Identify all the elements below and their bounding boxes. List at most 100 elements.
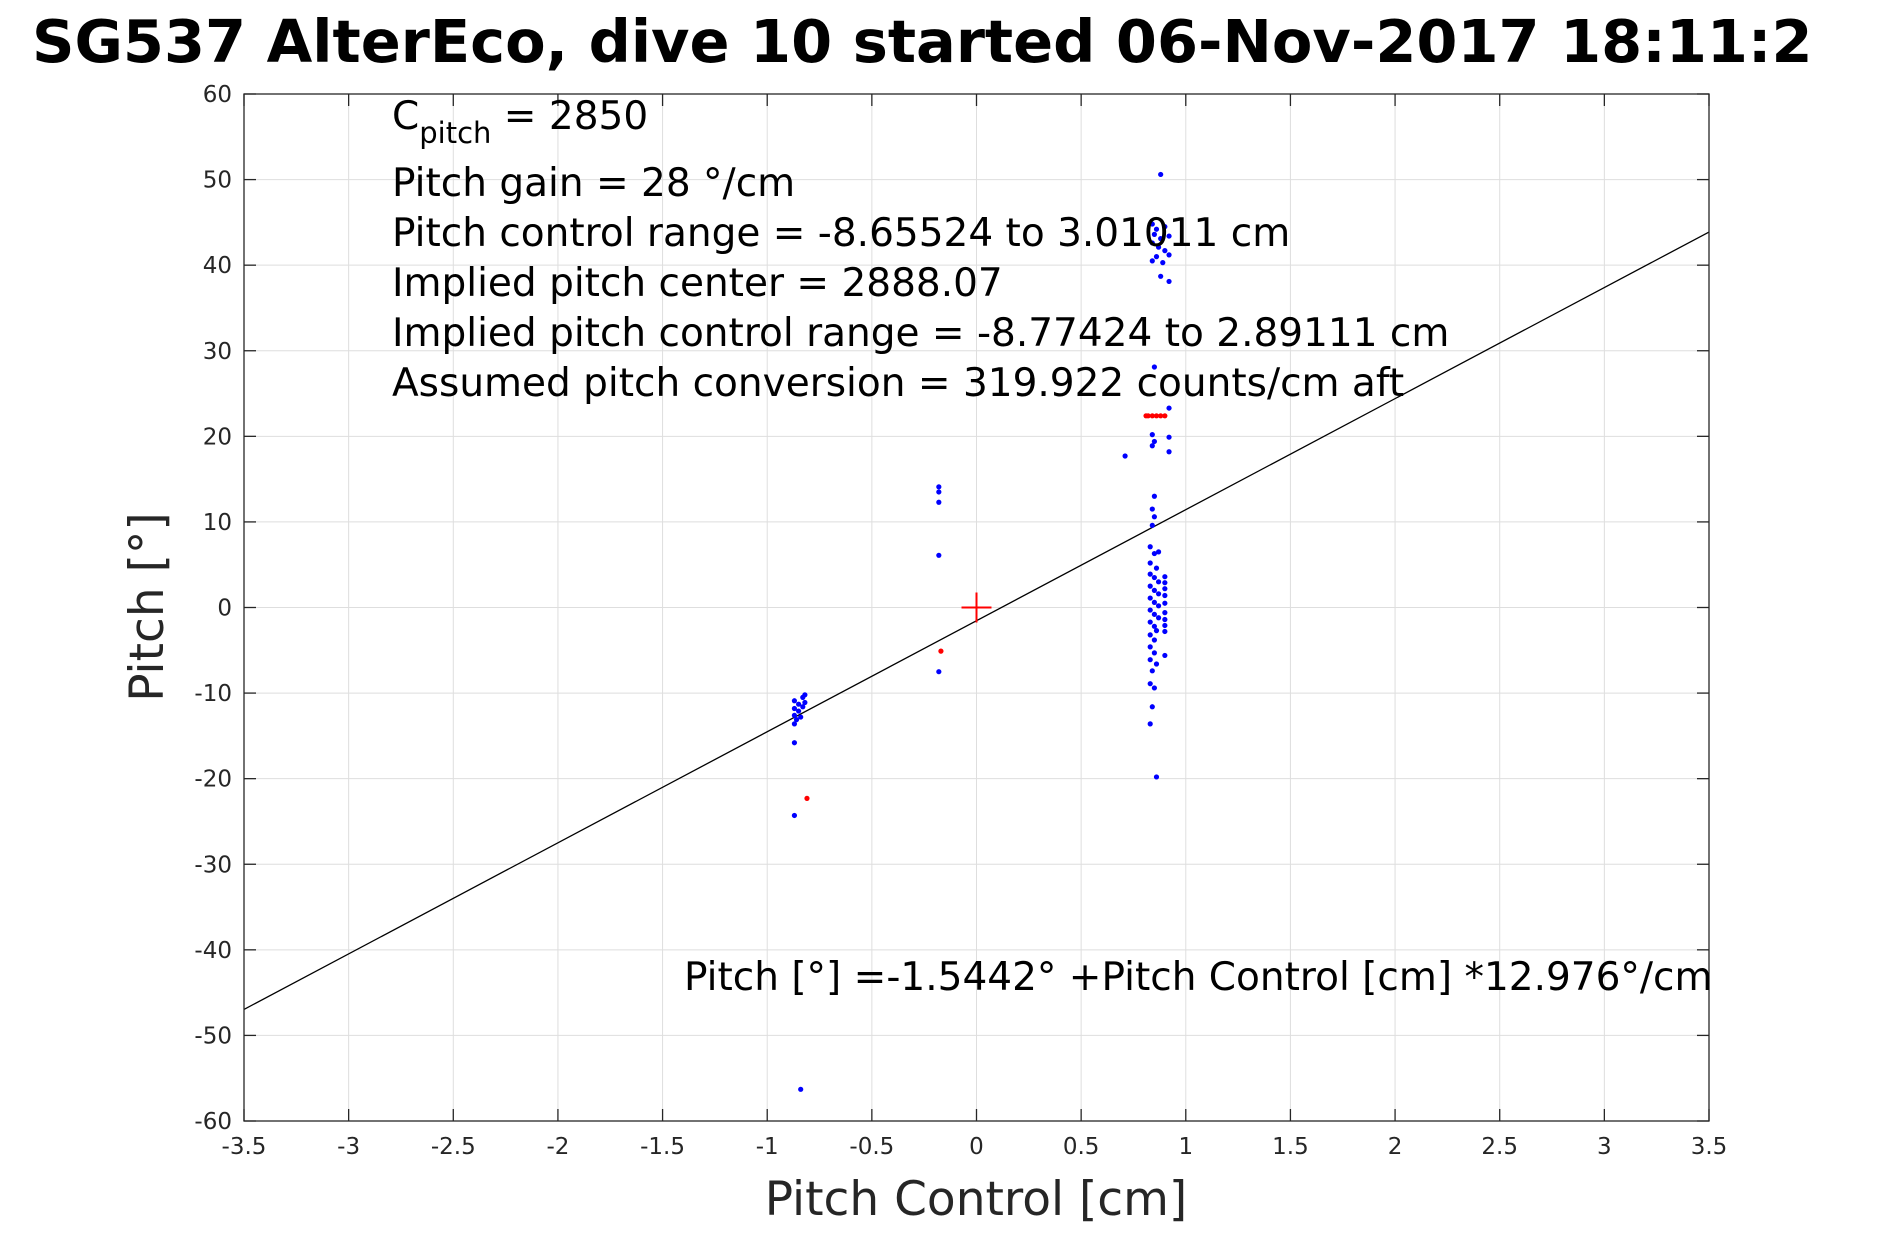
y-tick-label: -40 <box>194 938 232 964</box>
data-point-blue <box>1162 592 1168 599</box>
data-point-red <box>1158 413 1164 419</box>
data-point-blue <box>793 717 800 723</box>
y-tick-label: 10 <box>203 510 232 536</box>
data-point-blue <box>1151 550 1157 557</box>
data-point-blue <box>1147 619 1153 625</box>
data-point-blue <box>1151 493 1157 499</box>
y-tick-label: 40 <box>203 253 232 279</box>
data-point-blue <box>1147 544 1153 550</box>
data-point-blue <box>1151 637 1157 643</box>
data-point-blue <box>1153 628 1160 634</box>
data-point-red <box>1149 413 1155 419</box>
axis-ticks <box>243 93 1710 1122</box>
data-point-blue <box>1162 600 1168 606</box>
data-point-blue <box>1162 574 1168 580</box>
data-point-red <box>1143 413 1149 419</box>
data-point-blue <box>791 698 798 704</box>
data-point-blue <box>1162 586 1168 592</box>
data-point-blue <box>936 489 942 495</box>
data-point-blue <box>802 692 808 698</box>
data-point-blue <box>1162 622 1168 629</box>
data-point-blue <box>1166 233 1172 239</box>
y-tick-label: -60 <box>194 1109 232 1135</box>
data-point-blue <box>1147 657 1153 663</box>
x-tick-labels: -3.5 -3 -2.5 -2 -1.5 -1 -0.5 0 0.5 1 1.5 2 2.5 3 3.5 <box>222 1134 1728 1160</box>
data-point-blue <box>1166 434 1172 440</box>
center-marker-group <box>961 592 992 623</box>
data-point-blue <box>1151 611 1157 617</box>
chart-title: SG537 AlterEco, dive 10 started 06-Nov-2… <box>32 7 1813 76</box>
y-tick-label: -20 <box>194 767 232 793</box>
data-point-blue <box>1149 432 1155 438</box>
data-point-blue <box>1155 244 1162 250</box>
data-point-blue <box>1162 610 1168 616</box>
data-point-blue <box>796 701 802 707</box>
data-point-blue <box>1122 453 1128 459</box>
data-point-blue <box>1151 364 1157 370</box>
data-point-blue <box>936 484 942 490</box>
data-point-blue <box>802 699 808 706</box>
data-point-blue <box>1155 603 1162 609</box>
data-point-blue <box>1149 258 1155 264</box>
c-pitch-subscript: pitch <box>419 116 491 150</box>
pitch-gain-annotation: Pitch gain = 28 °/cm <box>392 161 795 206</box>
data-point-blue <box>1162 224 1168 230</box>
data-point-blue <box>1166 278 1172 285</box>
data-point-blue <box>1151 587 1157 593</box>
data-points <box>791 171 1172 1092</box>
data-point-red <box>1162 413 1168 419</box>
x-tick-label: -1 <box>756 1134 779 1160</box>
data-point-blue <box>1147 571 1153 577</box>
data-point-blue <box>1166 252 1172 258</box>
data-point-red <box>938 648 944 654</box>
data-point-blue <box>1147 583 1153 589</box>
x-tick-label: 3 <box>1597 1134 1612 1160</box>
y-tick-label: 50 <box>203 168 232 194</box>
c-pitch-value: = 2850 <box>491 94 648 139</box>
data-point-blue <box>1162 616 1168 623</box>
data-point-blue <box>1162 248 1168 254</box>
data-point-blue <box>1151 623 1157 629</box>
data-point-blue <box>1149 443 1155 449</box>
data-point-blue <box>1166 405 1172 411</box>
data-point-blue <box>791 712 798 718</box>
data-point-blue <box>1155 549 1162 555</box>
data-point-blue <box>796 708 802 714</box>
x-tick-label: 0 <box>969 1134 984 1160</box>
data-point-blue <box>1162 652 1168 659</box>
data-point-blue <box>1147 721 1153 727</box>
data-point-blue <box>1155 579 1162 585</box>
data-point-blue <box>1151 514 1157 520</box>
data-point-blue <box>1151 685 1157 691</box>
x-tick-label: -2 <box>546 1134 569 1160</box>
pitch-control-range-annotation: Pitch control range = -8.65524 to 3.0101… <box>392 211 1290 256</box>
data-point-blue <box>1147 681 1153 687</box>
data-point-blue <box>1149 522 1155 528</box>
data-point-blue <box>1149 240 1155 246</box>
data-point-blue <box>1153 774 1160 780</box>
implied-pitch-center-annotation: Implied pitch center = 2888.07 <box>392 261 1003 306</box>
c-pitch-annotation: Cpitch = 2850 <box>392 94 648 150</box>
data-point-blue <box>1162 628 1168 635</box>
data-point-blue <box>1162 580 1168 586</box>
y-tick-label: 30 <box>203 339 232 365</box>
data-point-blue <box>791 812 798 819</box>
data-point-blue <box>1151 574 1157 581</box>
data-point-blue <box>798 714 804 720</box>
x-tick-label: 0.5 <box>1063 1134 1100 1160</box>
data-point-blue <box>1158 171 1164 178</box>
assumed-pitch-conversion-annotation: Assumed pitch conversion = 319.922 count… <box>392 361 1404 406</box>
data-point-blue <box>1155 615 1162 621</box>
data-point-blue <box>1153 254 1160 260</box>
data-point-red <box>804 795 810 801</box>
implied-pitch-control-range-annotation: Implied pitch control range = -8.77424 t… <box>392 311 1449 356</box>
data-point-blue <box>1149 704 1155 710</box>
x-tick-label: -3.5 <box>222 1134 267 1160</box>
data-point-blue <box>1147 560 1153 566</box>
y-tick-label: 20 <box>203 424 232 450</box>
data-point-blue <box>1153 565 1160 571</box>
data-point-blue <box>1147 595 1153 601</box>
data-point-blue <box>936 499 942 505</box>
x-tick-label: 2 <box>1388 1134 1403 1160</box>
